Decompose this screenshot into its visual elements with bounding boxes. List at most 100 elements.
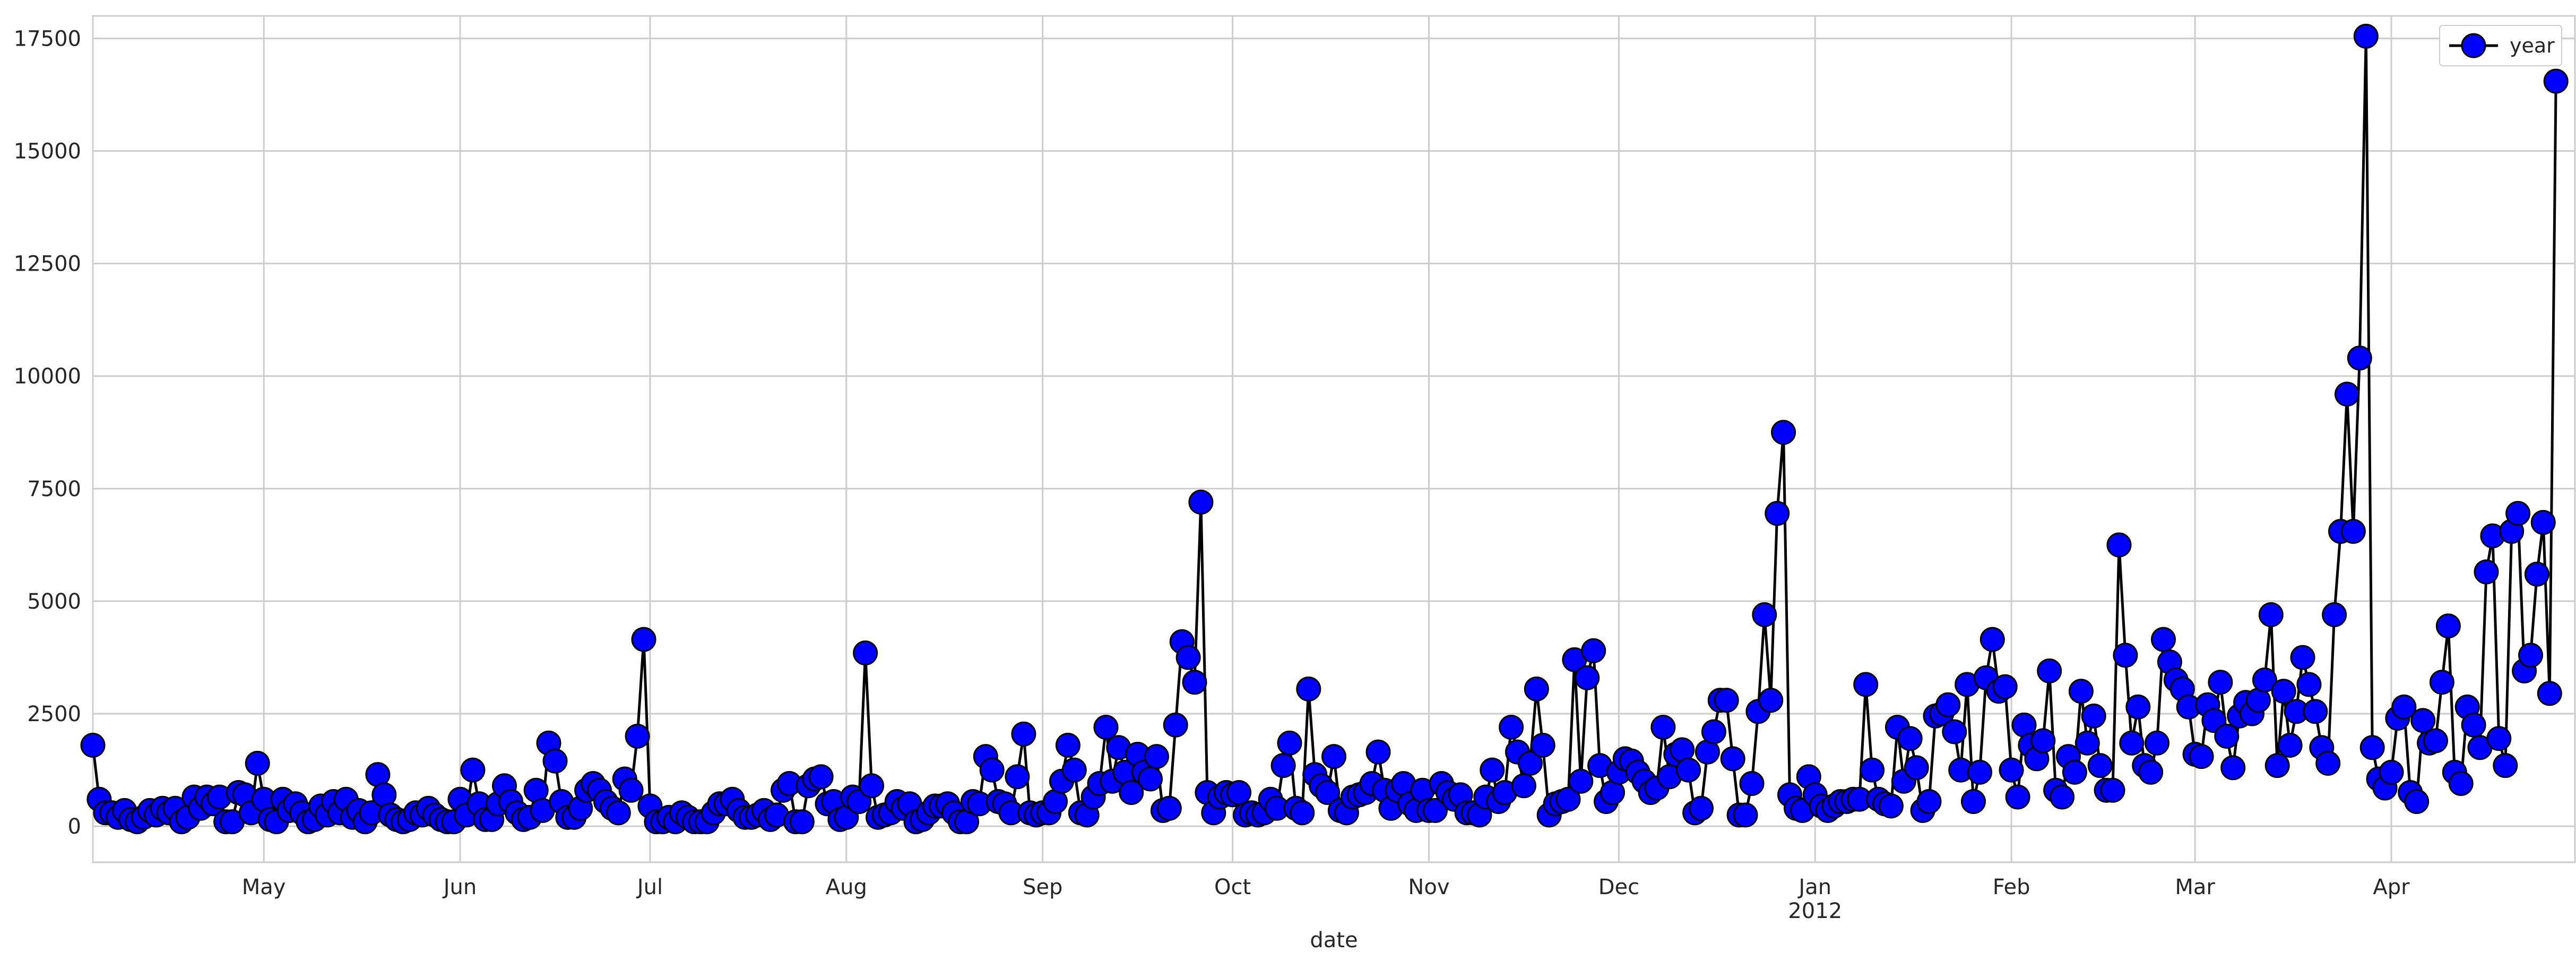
data-point	[2277, 732, 2303, 758]
data-point	[1733, 802, 1758, 828]
data-point	[1055, 732, 1080, 758]
y-tick-label: 2500	[27, 702, 81, 726]
data-point	[2429, 670, 2454, 695]
data-point	[2493, 753, 2518, 778]
x-tick-label: May	[242, 875, 286, 899]
x-tick-label: Mar	[2175, 875, 2215, 899]
data-point	[1182, 670, 1207, 695]
data-point	[1511, 773, 1536, 799]
data-point	[2347, 345, 2372, 371]
data-point	[2537, 681, 2562, 706]
data-point	[2315, 750, 2341, 776]
data-point	[2189, 744, 2214, 769]
data-point	[1499, 715, 1524, 740]
data-point	[2474, 559, 2499, 585]
data-point	[1967, 759, 1992, 785]
data-point	[1935, 692, 1961, 717]
data-point	[979, 757, 1005, 783]
data-point	[789, 809, 815, 835]
data-point	[1093, 715, 1119, 740]
data-point	[542, 748, 568, 774]
data-point	[1290, 800, 1315, 826]
data-point	[2486, 726, 2512, 751]
data-point	[2543, 68, 2569, 94]
data-point	[1860, 757, 1885, 783]
data-point	[1961, 789, 1986, 814]
data-point	[1701, 719, 1726, 744]
data-point	[2030, 728, 2056, 754]
data-point	[1714, 688, 1739, 713]
data-point	[1689, 795, 1714, 821]
data-point	[1765, 501, 1790, 526]
data-point	[2296, 672, 2322, 697]
data-point	[2119, 730, 2145, 756]
x-tick-label: Apr	[2373, 875, 2410, 899]
data-point	[1650, 715, 1676, 740]
data-point	[2518, 643, 2543, 668]
x-tick-label: Dec	[1598, 875, 1639, 899]
data-point	[1555, 786, 1581, 812]
data-point	[1119, 780, 1144, 805]
data-point	[1422, 798, 1448, 823]
data-point	[2125, 694, 2151, 720]
data-point	[1163, 712, 1188, 738]
y-tick-label: 7500	[27, 477, 81, 501]
data-point	[2505, 501, 2531, 526]
x-axis-title: date	[1310, 928, 1358, 953]
data-point	[1061, 757, 1087, 783]
data-point	[631, 627, 656, 652]
data-point	[1321, 744, 1346, 769]
data-point	[2410, 708, 2436, 733]
x-tick-sublabel: 2012	[1788, 899, 1842, 923]
data-point	[1144, 744, 1169, 769]
data-point	[1758, 688, 1784, 713]
y-tick-label: 17500	[14, 27, 81, 51]
data-point	[2303, 699, 2328, 724]
data-point	[1568, 768, 1594, 794]
data-point	[1575, 665, 1600, 690]
data-point	[1480, 757, 1505, 783]
data-point	[2208, 670, 2233, 695]
data-point	[1979, 627, 2005, 652]
data-point	[2050, 784, 2075, 810]
y-tick-label: 5000	[27, 590, 81, 614]
data-point	[1720, 746, 1745, 772]
data-point	[2379, 759, 2404, 785]
data-point	[2081, 703, 2106, 729]
data-point	[2391, 694, 2417, 720]
data-point	[2322, 602, 2347, 627]
data-point	[606, 800, 631, 826]
data-point	[1226, 780, 1251, 805]
data-point	[1138, 766, 1163, 792]
x-tick-label: Jul	[636, 875, 663, 899]
data-point	[1739, 771, 1765, 796]
data-point	[1524, 676, 1549, 702]
data-point	[1270, 753, 1296, 778]
data-point	[245, 750, 270, 776]
data-point	[2448, 771, 2474, 796]
data-point	[1296, 676, 1321, 702]
data-point	[2404, 789, 2430, 814]
data-point	[1005, 764, 1030, 790]
data-point	[1904, 755, 1929, 781]
data-point	[2290, 645, 2315, 670]
data-point	[1156, 795, 1182, 821]
legend-label-year: year	[2510, 34, 2555, 57]
data-point	[2113, 643, 2138, 668]
data-point	[2106, 532, 2132, 558]
y-axis-ticks: 0 2500 5000 7500 10000 12500 15000 17500	[14, 27, 81, 839]
data-point	[2423, 728, 2448, 754]
data-point	[1315, 780, 1341, 805]
data-point	[1897, 726, 1923, 751]
data-point	[80, 732, 106, 758]
data-point	[2037, 658, 2062, 683]
y-tick-label: 15000	[14, 140, 81, 164]
y-tick-label: 12500	[14, 252, 81, 276]
data-point	[2435, 613, 2461, 639]
data-point	[2264, 753, 2290, 778]
data-point	[1188, 489, 1214, 515]
data-point	[1771, 420, 1796, 445]
data-point	[1999, 757, 2024, 783]
